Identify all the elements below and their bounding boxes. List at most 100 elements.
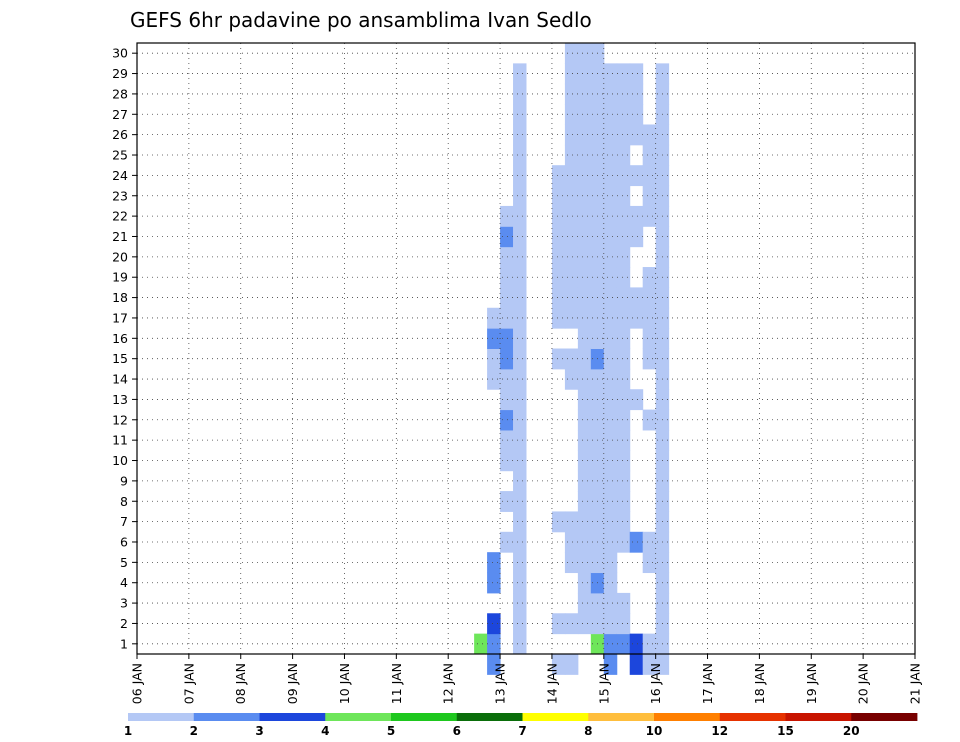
heatmap-cell xyxy=(616,104,631,125)
heatmap-cell xyxy=(629,531,644,553)
y-tick-label: 11 xyxy=(112,433,128,448)
heatmap-cell xyxy=(577,246,592,268)
plot-frame xyxy=(136,42,916,655)
y-tick-label: 28 xyxy=(112,86,128,101)
heatmap-cell xyxy=(616,429,631,451)
heatmap-cell xyxy=(616,511,631,533)
y-tick-label: 1 xyxy=(120,636,128,651)
heatmap-cell xyxy=(487,552,501,574)
colorbar-label: 2 xyxy=(190,724,198,738)
colorbar-swatch xyxy=(522,713,589,721)
y-tick-label: 23 xyxy=(112,188,128,203)
colorbar-swatch xyxy=(851,713,918,721)
heatmap-cell xyxy=(564,63,579,85)
heatmap-cell xyxy=(577,552,592,574)
heatmap-cell xyxy=(513,144,527,166)
heatmap-cell xyxy=(603,205,618,227)
heatmap-cell xyxy=(603,470,618,492)
heatmap-cell xyxy=(551,185,566,207)
heatmap-cell xyxy=(642,328,657,349)
heatmap-cell xyxy=(551,654,566,675)
y-tick-label: 7 xyxy=(120,514,128,529)
heatmap-cell xyxy=(564,124,579,146)
heatmap-cell xyxy=(577,205,592,227)
heatmap-cell xyxy=(564,205,579,227)
heatmap-cell xyxy=(629,165,644,187)
heatmap-cell xyxy=(603,572,618,594)
colorbar: 1 2 3 4 5 6 7 8 10 12 15 20 xyxy=(124,713,918,738)
heatmap-cell xyxy=(564,348,579,370)
heatmap-cell xyxy=(577,124,592,146)
heatmap-cell xyxy=(577,511,592,533)
x-tick-label: 21 JAN xyxy=(908,663,923,704)
heatmap-cell xyxy=(513,572,527,594)
heatmap-cell xyxy=(513,470,527,492)
heatmap-cell xyxy=(500,287,514,309)
heatmap-cell xyxy=(577,613,592,635)
heatmap-cell xyxy=(642,409,657,431)
heatmap-cell xyxy=(513,165,527,187)
heatmap-cell xyxy=(642,144,657,166)
heatmap-cell xyxy=(577,144,592,166)
heatmap-cell xyxy=(513,104,527,125)
chart-title: GEFS 6hr padavine po ansamblima Ivan Sed… xyxy=(130,8,592,32)
heatmap-cell xyxy=(603,287,618,309)
heatmap-cell xyxy=(513,613,527,635)
heatmap-cell xyxy=(616,368,631,390)
heatmap-cell xyxy=(500,267,514,288)
heatmap-cell xyxy=(642,185,657,207)
heatmap-cell xyxy=(616,307,631,329)
x-tick-label: 10 JAN xyxy=(337,663,352,704)
grid-lines xyxy=(137,43,915,654)
colorbar-label: 7 xyxy=(518,724,526,738)
heatmap-cell xyxy=(603,613,618,635)
heatmap-cell xyxy=(603,633,618,655)
heatmap-cell xyxy=(616,267,631,288)
x-tick-label: 20 JAN xyxy=(856,663,871,704)
heatmap-cell xyxy=(577,104,592,125)
heatmap-cell xyxy=(629,124,644,146)
heatmap-cell xyxy=(616,124,631,146)
heatmap-cell xyxy=(616,592,631,614)
x-tick-label: 08 JAN xyxy=(233,663,248,704)
heatmap-cell xyxy=(629,287,644,309)
heatmap-cell xyxy=(564,43,579,64)
y-tick-label: 9 xyxy=(120,473,128,488)
heatmap-cell xyxy=(642,287,657,309)
colorbar-label: 20 xyxy=(843,724,860,738)
heatmap-cell xyxy=(629,226,644,248)
heatmap-cell xyxy=(629,654,644,675)
heatmap-cell xyxy=(616,83,631,105)
colorbar-label: 15 xyxy=(777,724,794,738)
heatmap-cell xyxy=(603,348,618,370)
heatmap-cell xyxy=(577,348,592,370)
heatmap-cell xyxy=(513,409,527,431)
heatmap-cell xyxy=(577,368,592,390)
heatmap-cell xyxy=(564,613,579,635)
heatmap-cell xyxy=(474,633,488,655)
y-tick-label: 16 xyxy=(112,331,128,346)
heatmap-cell xyxy=(603,165,618,187)
heatmap-cell xyxy=(564,185,579,207)
y-tick-label: 12 xyxy=(112,412,128,427)
heatmap-cell xyxy=(487,633,501,655)
heatmap-cell xyxy=(487,572,501,594)
heatmap-cells xyxy=(474,43,670,675)
y-tick-label: 19 xyxy=(112,270,128,285)
heatmap-cell xyxy=(513,491,527,512)
heatmap-cell xyxy=(603,654,618,675)
heatmap-cell xyxy=(629,633,644,655)
heatmap-cell xyxy=(513,429,527,451)
y-tick-label: 30 xyxy=(112,46,128,61)
heatmap-cell xyxy=(551,348,566,370)
heatmap-cell xyxy=(513,552,527,574)
heatmap-cell xyxy=(551,307,566,329)
colorbar-swatch xyxy=(193,713,260,721)
heatmap-cell xyxy=(603,83,618,105)
heatmap-cell xyxy=(642,348,657,370)
heatmap-cell xyxy=(577,226,592,248)
heatmap-cell xyxy=(616,328,631,349)
colorbar-label: 10 xyxy=(646,724,663,738)
heatmap-cell xyxy=(500,348,514,370)
